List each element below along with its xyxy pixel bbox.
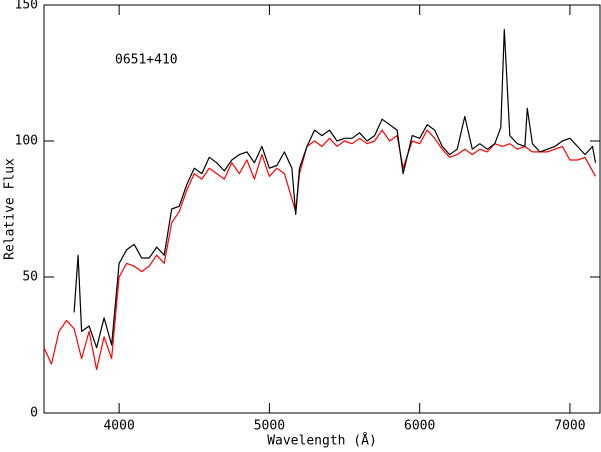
x-tick-label: 4000 [103,419,134,434]
y-tick-label: 100 [15,134,38,149]
x-axis-label: Wavelength (Å) [267,433,377,449]
y-axis-label: Relative Flux [3,158,18,260]
spectrum-line [73,28,597,349]
y-tick-label: 150 [15,0,38,13]
annotation: 0651+410 [115,53,178,68]
plot-frame [43,4,601,414]
x-tick-label: 6000 [404,419,435,434]
spectrum-line [43,129,597,371]
x-tick-label: 5000 [254,419,285,434]
x-tick-label: 7000 [554,419,585,434]
y-tick-label: 50 [22,270,38,285]
y-tick-label: 0 [30,406,38,421]
